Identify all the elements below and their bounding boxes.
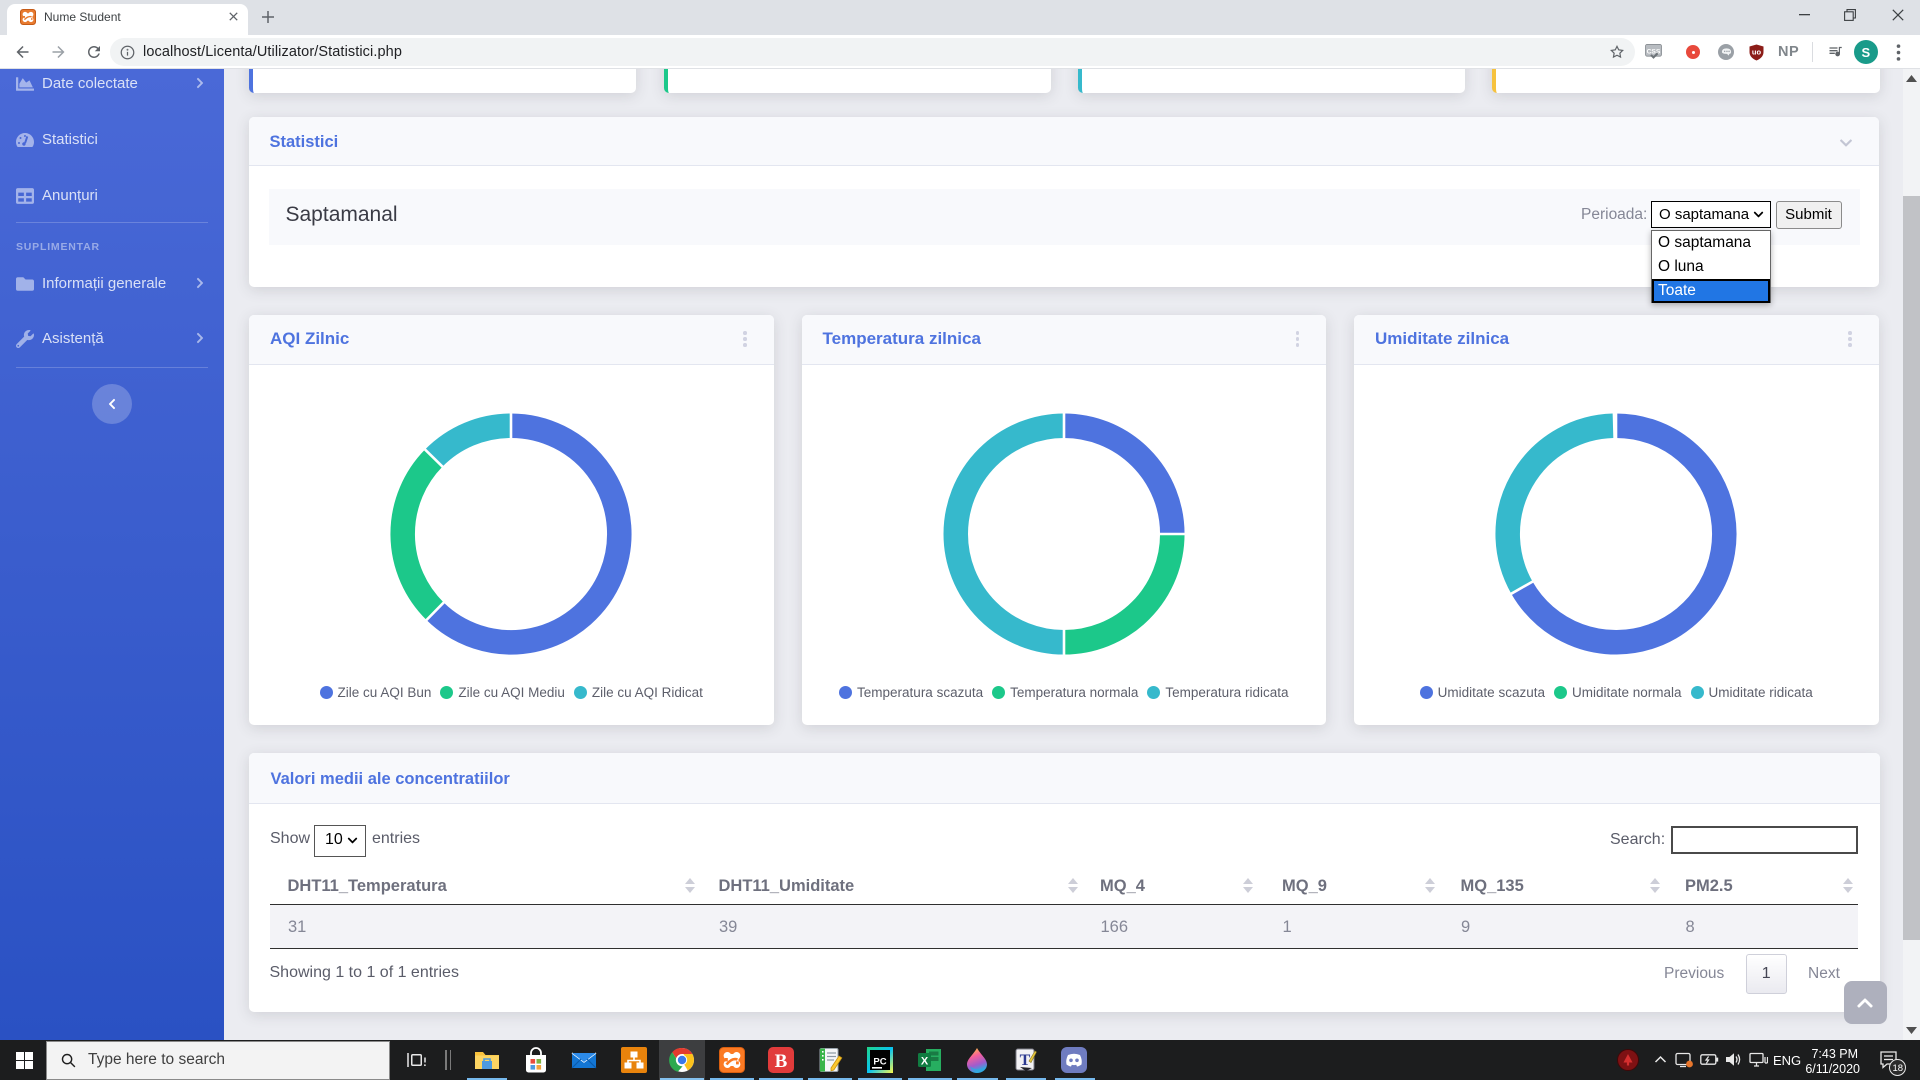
svg-text:X: X xyxy=(921,1056,929,1068)
svg-text:uo: uo xyxy=(1752,47,1762,56)
svg-text:PC: PC xyxy=(873,1057,886,1068)
svg-text:CSS: CSS xyxy=(1647,48,1661,55)
svg-text:B: B xyxy=(775,1051,788,1072)
svg-text:T: T xyxy=(1020,1052,1031,1069)
